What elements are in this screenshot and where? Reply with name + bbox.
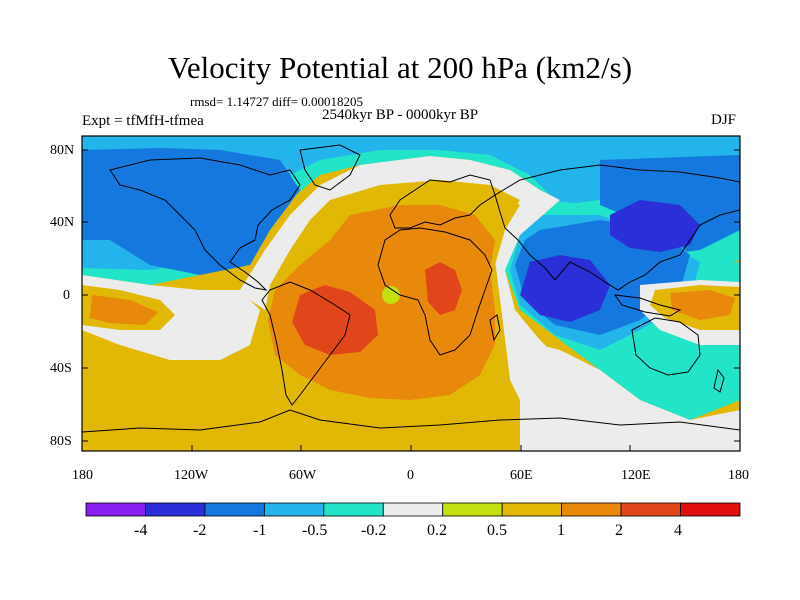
colorbar-label-pos02: 0.2 — [427, 522, 447, 539]
contour-field — [82, 136, 740, 451]
contour-pos2-eastpacific — [670, 290, 735, 320]
colorbar-swatch-7 — [501, 502, 563, 517]
colorbar-label-neg4: -4 — [134, 522, 148, 539]
lon-tick-120w: 120W — [174, 468, 209, 483]
lon-tick-60w: 60W — [289, 468, 317, 483]
lat-tick-80s: 80S — [50, 434, 72, 449]
coast-north-america — [109, 157, 301, 291]
colorbar-label-pos2: 2 — [615, 522, 623, 539]
colorbar — [85, 502, 741, 517]
lon-tick-120e: 120E — [621, 468, 651, 483]
coast-madagascar — [489, 314, 501, 342]
period-label: 2540kyr BP - 0000kyr BP — [322, 107, 479, 123]
coast-indonesia — [613, 294, 682, 317]
colorbar-swatch-8 — [561, 502, 622, 517]
coast-south-america — [261, 281, 351, 406]
colorbar-swatch-5 — [382, 502, 444, 517]
lon-tick-180w: 180 — [72, 468, 93, 483]
chart-title: Velocity Potential at 200 hPa (km2/s) — [167, 50, 633, 85]
colorbar-swatch-1 — [145, 502, 206, 517]
coast-africa — [377, 227, 493, 356]
coast-europe — [389, 174, 496, 229]
colorbar-label-pos05: 0.5 — [487, 522, 507, 539]
colorbar-label-neg2: -2 — [193, 522, 207, 539]
lon-tick-60e: 60E — [510, 468, 533, 483]
lat-tick-0: 0 — [63, 288, 70, 303]
colorbar-swatch-0 — [85, 502, 146, 517]
contour-neutral-south — [520, 340, 740, 451]
coast-asia — [494, 164, 740, 291]
colorbar-swatch-10 — [680, 502, 741, 517]
contour-pos02-spot — [382, 286, 400, 304]
colorbar-label-neg02: -0.2 — [361, 522, 387, 539]
colorbar-swatch-9 — [620, 502, 681, 517]
stats-label: rmsd= 1.14727 diff= 0.00018205 — [190, 94, 363, 109]
lat-tick-40s: 40S — [50, 361, 72, 376]
coast-antarctica — [82, 409, 740, 433]
axis-ticks — [82, 149, 740, 451]
contour-neg2-east — [520, 255, 610, 322]
coast-australia — [631, 317, 701, 376]
colorbar-swatch-6 — [442, 502, 503, 517]
coastlines — [82, 144, 740, 433]
lon-tick-180e: 180 — [728, 468, 749, 483]
coast-greenland — [299, 144, 361, 191]
contour-neg2-northeast — [610, 200, 700, 252]
season-label: DJF — [711, 112, 737, 128]
lat-tick-80n: 80N — [50, 143, 75, 158]
colorbar-label-neg1: -1 — [253, 522, 267, 539]
lon-tick-0: 0 — [407, 468, 414, 483]
contour-pos2-westpacific — [90, 295, 158, 325]
colorbar-label-pos4: 4 — [674, 522, 682, 539]
contour-pos4-southamerica — [292, 285, 378, 355]
colorbar-label-pos1: 1 — [557, 522, 565, 539]
coast-new-zealand — [713, 368, 725, 393]
lat-tick-40n: 40N — [50, 215, 75, 230]
colorbar-label-neg05: -0.5 — [302, 522, 328, 539]
contour-neg1-north — [82, 148, 300, 275]
colorbar-swatch-2 — [204, 502, 265, 517]
contour-pos4-africa — [425, 262, 462, 315]
colorbar-swatch-4 — [323, 502, 384, 517]
colorbar-swatch-3 — [263, 502, 325, 517]
experiment-label: Expt = tfMfH-tfmea — [82, 113, 204, 129]
